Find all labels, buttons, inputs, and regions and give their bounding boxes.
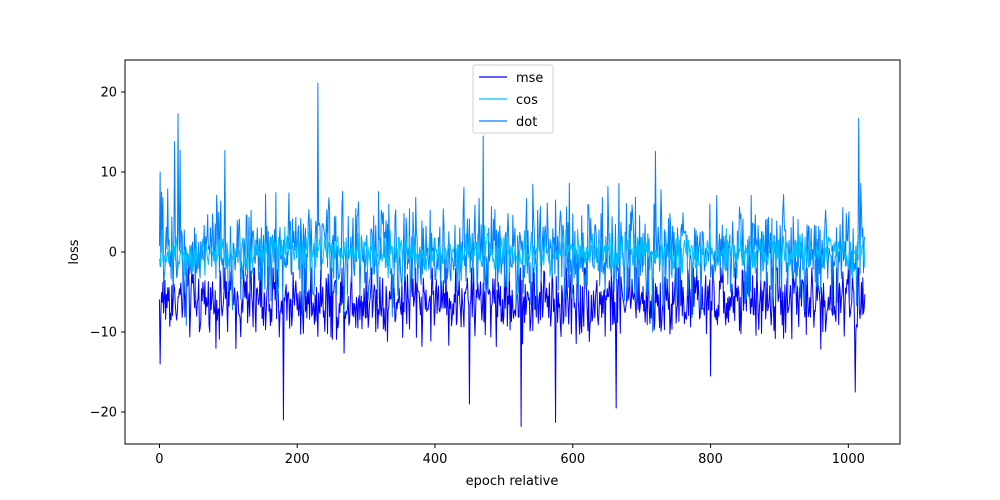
x-axis-label: epoch relative xyxy=(466,474,559,489)
y-tick-label: −10 xyxy=(90,326,117,341)
series-layer xyxy=(158,82,866,427)
y-tick-label: 0 xyxy=(109,246,117,261)
series-line-cos xyxy=(158,224,866,279)
x-tick-label: 0 xyxy=(155,452,163,467)
legend-label-dot: dot xyxy=(516,115,537,130)
legend-label-mse: mse xyxy=(516,71,543,86)
y-tick-label: −20 xyxy=(90,406,117,421)
legend-box xyxy=(472,64,554,134)
x-tick-label: 400 xyxy=(423,452,448,467)
x-tick-label: 600 xyxy=(560,452,585,467)
x-tick-label: 1000 xyxy=(832,452,865,467)
ticks-layer: 0 200 400 600 800 1000 −20 −10 0 10 20 xyxy=(90,86,865,468)
series-line-mse xyxy=(158,267,866,427)
y-axis-label: loss xyxy=(67,239,82,264)
legend-label-cos: cos xyxy=(516,93,538,108)
y-tick-label: 20 xyxy=(100,86,117,101)
legend: mse cos dot xyxy=(472,64,554,134)
x-tick-label: 200 xyxy=(285,452,310,467)
x-tick-label: 800 xyxy=(698,452,723,467)
y-tick-label: 10 xyxy=(100,166,117,181)
